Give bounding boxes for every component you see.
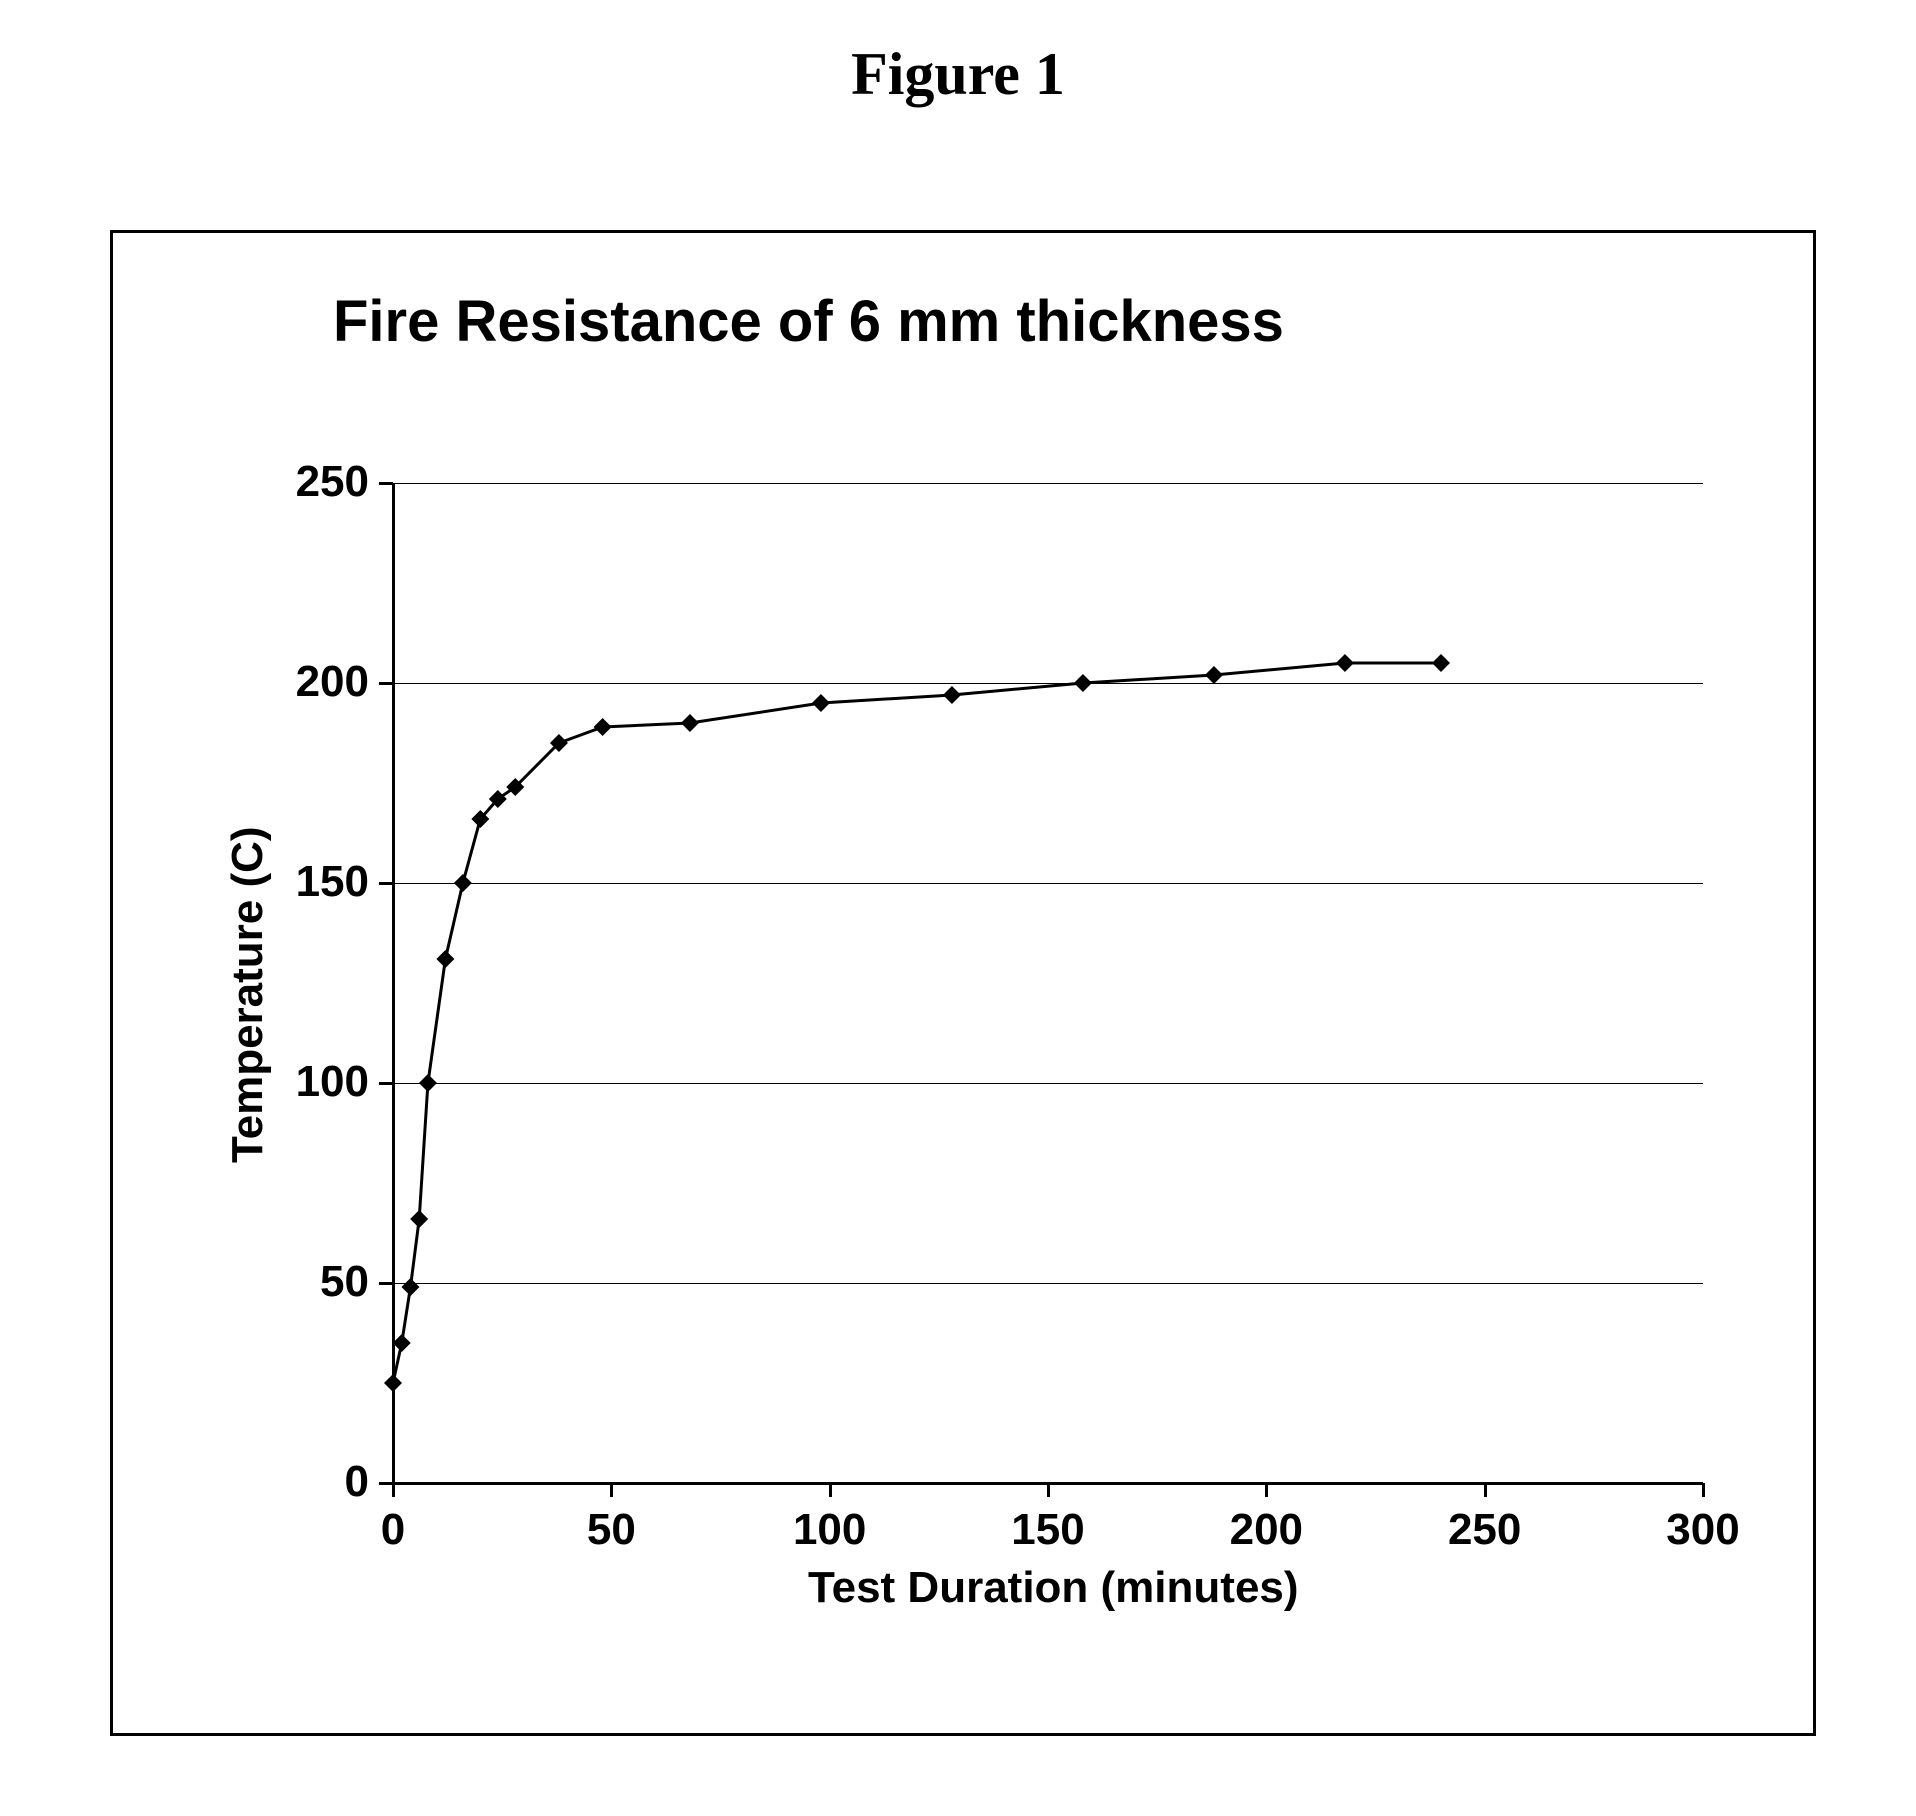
x-tick-label: 200 xyxy=(1221,1505,1311,1555)
chart-frame: Fire Resistance of 6 mm thickness Temper… xyxy=(110,230,1816,1736)
series-marker xyxy=(681,714,699,732)
x-tick xyxy=(1047,1483,1050,1497)
figure-caption: Figure 1 xyxy=(0,40,1916,109)
chart-title: Fire Resistance of 6 mm thickness xyxy=(333,288,1284,355)
y-tick xyxy=(379,1482,393,1485)
gridline-y xyxy=(393,483,1703,484)
x-axis-label: Test Duration (minutes) xyxy=(808,1563,1299,1613)
y-axis-line xyxy=(392,483,395,1483)
y-tick xyxy=(379,882,393,885)
series-marker xyxy=(436,950,454,968)
y-tick xyxy=(379,682,393,685)
y-tick-label: 200 xyxy=(259,657,369,707)
y-tick xyxy=(379,1082,393,1085)
series-marker xyxy=(401,1278,419,1296)
y-tick xyxy=(379,1282,393,1285)
x-tick xyxy=(829,1483,832,1497)
x-tick xyxy=(1484,1483,1487,1497)
x-tick xyxy=(1265,1483,1268,1497)
series-marker xyxy=(812,694,830,712)
series-marker xyxy=(1432,654,1450,672)
series-marker xyxy=(594,718,612,736)
gridline-y xyxy=(393,883,1703,884)
y-tick-label: 150 xyxy=(259,857,369,907)
x-tick-label: 50 xyxy=(566,1505,656,1555)
x-tick xyxy=(392,1483,395,1497)
page: Figure 1 Fire Resistance of 6 mm thickne… xyxy=(0,0,1916,1816)
x-tick-label: 100 xyxy=(785,1505,875,1555)
series-marker xyxy=(1336,654,1354,672)
y-tick xyxy=(379,482,393,485)
series-line xyxy=(393,663,1441,1383)
x-tick-label: 150 xyxy=(1003,1505,1093,1555)
y-tick-label: 100 xyxy=(259,1057,369,1107)
y-tick-label: 250 xyxy=(259,457,369,507)
x-tick-label: 300 xyxy=(1658,1505,1748,1555)
gridline-y xyxy=(393,683,1703,684)
series-marker xyxy=(1205,666,1223,684)
gridline-y xyxy=(393,1083,1703,1084)
x-tick-label: 250 xyxy=(1440,1505,1530,1555)
chart-series-svg xyxy=(393,483,1703,1483)
x-tick xyxy=(610,1483,613,1497)
series-marker xyxy=(943,686,961,704)
x-tick xyxy=(1702,1483,1705,1497)
plot-area xyxy=(393,483,1703,1483)
y-tick-label: 50 xyxy=(259,1257,369,1307)
series-marker xyxy=(393,1334,411,1352)
gridline-y xyxy=(393,1283,1703,1284)
y-tick-label: 0 xyxy=(259,1457,369,1507)
series-marker xyxy=(410,1210,428,1228)
x-tick-label: 0 xyxy=(348,1505,438,1555)
